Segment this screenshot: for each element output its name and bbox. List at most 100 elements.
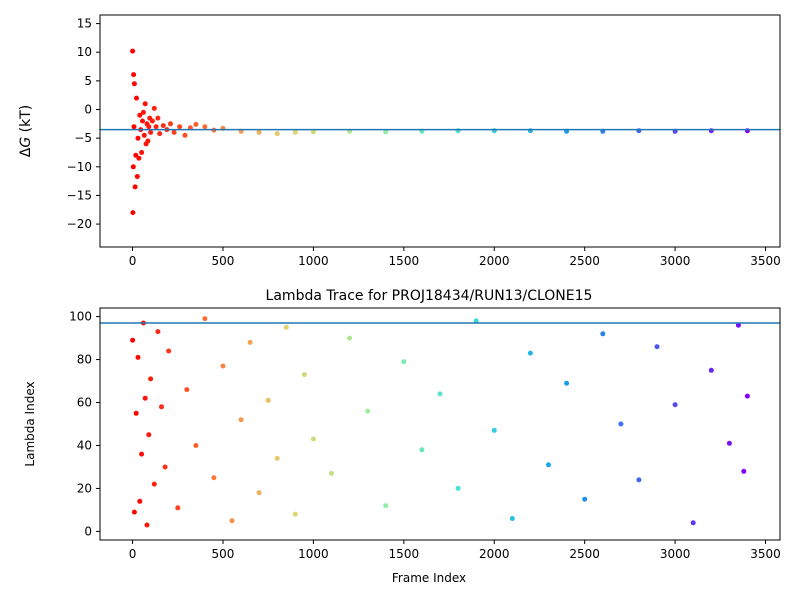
lambda-trace-data-point [175,505,181,511]
lambda-trace-data-point [310,436,316,442]
lambda-trace-data-point [600,331,606,337]
delta-g-data-point [130,48,136,54]
lambda-trace-data-point [256,490,262,496]
delta-g-data-point [134,95,139,101]
delta-g-x-tick-label: 1500 [389,254,420,268]
lambda-trace-data-point [383,503,389,509]
lambda-trace-y-tick-label: 40 [77,438,92,452]
lambda-trace-data-point [130,337,136,343]
delta-g-data-point [130,164,136,170]
delta-g-axes: 0 500 1000 1500 2000 2500 3000 3500 −20 −15 −10 −5… [18,14,781,268]
lambda-trace-data-point [238,417,244,423]
lambda-trace-x-tick-label: 3000 [660,547,691,561]
lambda-trace-y-tick-label: 20 [77,481,92,495]
lambda-trace-x-tick-label: 0 [129,547,137,561]
delta-g-y-tick-label: −15 [67,188,92,202]
delta-g-y-tick-label: 5 [84,74,92,88]
lambda-trace-x-tick-label: 3500 [750,547,781,561]
lambda-trace-data-point [202,316,208,322]
lambda-trace-y-tick-label: 60 [77,396,92,410]
delta-g-data-point [145,138,151,144]
lambda-trace-data-point [455,485,461,491]
delta-g-data-point [149,118,155,124]
delta-g-x-tick-label: 2500 [569,254,600,268]
lambda-trace-data-point [741,468,747,474]
lambda-trace-data-point [365,408,371,414]
lambda-trace-data-point [437,391,443,397]
delta-g-data-point [177,124,183,130]
lambda-trace-data-point [135,354,141,360]
lambda-trace-data-point [618,421,624,427]
lambda-trace-data-point [527,350,533,356]
delta-g-y-tick-label: 10 [77,45,92,59]
lambda-trace-title: Lambda Trace for PROJ18434/RUN13/CLONE15 [266,288,593,304]
lambda-trace-data-point [564,380,570,386]
lambda-trace-data-point [329,470,334,476]
lambda-trace-data-point [690,520,696,526]
lambda-trace-data-point [292,511,298,517]
lambda-trace-data-point [155,329,161,335]
lambda-trace-data-point [220,363,226,369]
lambda-trace-y-tick-label: 0 [84,524,92,538]
lambda-trace-data-point [672,402,678,408]
delta-g-data-point [274,131,280,137]
lambda-trace-data-point [274,455,280,461]
delta-g-x-tick-label: 3000 [660,254,691,268]
lambda-trace-data-point [654,344,660,350]
lambda-trace-data-point [347,335,353,341]
delta-g-data-point [135,135,141,141]
lambda-trace-data-point [473,318,479,324]
delta-g-data-point [136,155,142,161]
delta-g-y-tick-label: −20 [67,217,92,231]
lambda-trace-data-point [636,477,642,483]
delta-g-data-point [131,81,137,87]
lambda-trace-data-point [419,447,425,453]
lambda-trace-data-point [582,496,588,502]
lambda-trace-data-point [546,462,551,468]
lambda-trace-data-point [301,372,307,378]
delta-g-y-ticks: −20 −15 −10 −5 0 5 10 15 [67,17,100,231]
lambda-trace-axes: 0 500 1000 1500 2000 2500 3000 3500 0 20 40 60 80 10… [23,288,781,585]
lambda-trace-data-point [193,443,199,448]
delta-g-y-axis-label: ΔG (kT) [18,105,34,157]
lambda-trace-data-point [131,509,137,515]
delta-g-data-point [160,123,166,129]
delta-g-data-point [202,124,208,130]
lambda-trace-y-axis-label: Lambda Index [23,381,37,466]
delta-g-data-point [134,174,140,179]
lambda-trace-y-ticks: 0 20 40 60 80 100 [69,310,100,538]
lambda-trace-data-point [211,475,217,481]
delta-g-data-point [153,124,159,130]
delta-g-data-point [168,121,173,127]
delta-g-data-point [155,115,161,121]
delta-g-y-tick-label: −10 [67,160,92,174]
lambda-trace-x-axis-label: Frame Index [392,571,466,585]
delta-g-axes-frame [99,14,781,248]
lambda-trace-data-point [148,376,154,382]
delta-g-data-point [383,129,389,135]
lambda-trace-data-point [139,451,145,457]
delta-g-data-point [310,129,316,135]
delta-g-data-point [171,129,177,135]
lambda-trace-data-point [146,432,152,438]
lambda-trace-data-point [142,395,148,401]
lambda-trace-data-point [159,404,164,410]
lambda-trace-data-point [491,427,497,433]
delta-g-x-ticks: 0 500 1000 1500 2000 2500 3000 3500 [129,247,781,268]
delta-g-x-tick-label: 2000 [479,254,510,268]
lambda-trace-points [130,316,750,528]
delta-g-data-point [193,121,199,127]
delta-g-y-tick-label: −5 [74,131,92,145]
lambda-trace-x-tick-label: 1000 [298,547,329,561]
lambda-trace-data-point [744,393,750,399]
delta-g-data-point [132,184,138,190]
delta-g-y-tick-label: 15 [77,17,92,31]
lambda-trace-x-tick-label: 500 [212,547,235,561]
lambda-trace-y-tick-label: 100 [69,310,92,324]
delta-g-x-tick-label: 1000 [298,254,329,268]
delta-g-data-point [256,129,262,135]
lambda-trace-axes-frame [99,307,781,541]
delta-g-x-tick-label: 0 [129,254,137,268]
delta-g-data-point [182,132,188,138]
